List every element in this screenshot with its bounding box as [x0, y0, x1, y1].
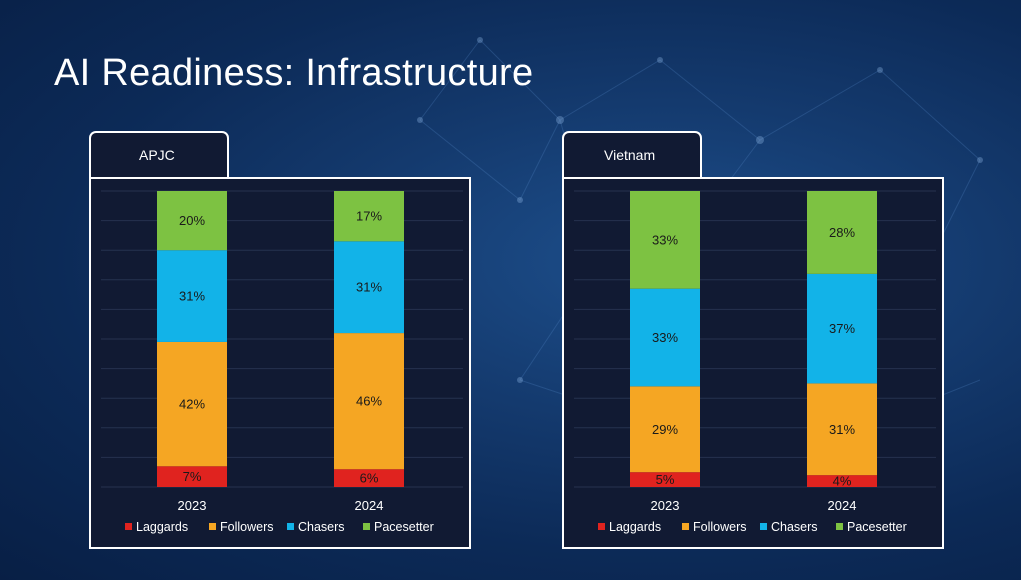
bar-segment-chasers-2023 — [630, 288, 700, 387]
legend-label-followers: Followers — [220, 520, 274, 534]
legend-label-chasers: Chasers — [771, 520, 818, 534]
legend-label-laggards: Laggards — [136, 520, 188, 534]
legend-swatch-pacesetter — [363, 523, 370, 530]
legend-swatch-pacesetter — [836, 523, 843, 530]
data-label-pacesetter-2024: 17% — [356, 209, 382, 224]
legend-label-chasers: Chasers — [298, 520, 345, 534]
bar-segment-followers-2023 — [630, 386, 700, 473]
data-label-chasers-2024: 31% — [356, 280, 382, 295]
bar-segment-pacesetter-2023 — [630, 191, 700, 289]
data-label-followers-2023: 29% — [652, 422, 678, 437]
bar-segment-laggards-2024 — [334, 469, 404, 487]
bar-segment-followers-2024 — [807, 383, 877, 476]
x-tick-label: 2023 — [178, 498, 207, 513]
tab-vietnam: Vietnam — [562, 131, 702, 177]
data-label-pacesetter-2024: 28% — [829, 225, 855, 240]
bar-segment-chasers-2024 — [334, 241, 404, 334]
data-label-chasers-2023: 33% — [652, 330, 678, 345]
data-label-chasers-2023: 31% — [179, 289, 205, 304]
legend-label-followers: Followers — [693, 520, 747, 534]
data-label-chasers-2024: 37% — [829, 321, 855, 336]
chart-apjc: 7% 42% 31% 20% 2023 6% 46% 31% 17% 2024 Laggards Fo… — [101, 190, 463, 534]
data-label-laggards-2023: 7% — [183, 469, 202, 484]
bar-segment-laggards-2024 — [807, 475, 877, 487]
x-tick-label: 2024 — [355, 498, 384, 513]
data-label-laggards-2023: 5% — [656, 472, 675, 487]
legend-label-laggards: Laggards — [609, 520, 661, 534]
x-tick-label: 2023 — [651, 498, 680, 513]
data-label-pacesetter-2023: 20% — [179, 213, 205, 228]
bar-segment-laggards-2023 — [630, 472, 700, 487]
chart-panel-apjc: 7% 42% 31% 20% 2023 6% 46% 31% 17% 2024 Laggards Fo… — [89, 177, 471, 549]
bar-segment-pacesetter-2024 — [807, 191, 877, 274]
bar-segment-chasers-2023 — [157, 250, 227, 342]
bar-segment-followers-2024 — [334, 333, 404, 470]
chart-panel-vietnam: 5% 29% 33% 33% 2023 4% 31% 37% 28% 2024 Laggards Fo… — [562, 177, 944, 549]
legend-swatch-chasers — [760, 523, 767, 530]
data-label-laggards-2024: 6% — [360, 471, 379, 486]
legend-swatch-followers — [682, 523, 689, 530]
legend-label-pacesetter: Pacesetter — [847, 520, 907, 534]
bar-segment-pacesetter-2024 — [334, 191, 404, 242]
legend-swatch-laggards — [598, 523, 605, 530]
bar-segment-chasers-2024 — [807, 273, 877, 384]
bar-segment-pacesetter-2023 — [157, 191, 227, 251]
data-label-followers-2024: 31% — [829, 422, 855, 437]
legend-label-pacesetter: Pacesetter — [374, 520, 434, 534]
bar-segment-laggards-2023 — [157, 466, 227, 487]
legend-swatch-followers — [209, 523, 216, 530]
data-label-followers-2023: 42% — [179, 397, 205, 412]
x-tick-label: 2024 — [828, 498, 857, 513]
bar-segment-followers-2023 — [157, 341, 227, 467]
legend-swatch-chasers — [287, 523, 294, 530]
data-label-followers-2024: 46% — [356, 394, 382, 409]
page-title: AI Readiness: Infrastructure — [54, 52, 534, 94]
chart-vietnam: 5% 29% 33% 33% 2023 4% 31% 37% 28% 2024 Laggards Fo… — [574, 190, 936, 534]
tab-apjc: APJC — [89, 131, 229, 177]
legend-swatch-laggards — [125, 523, 132, 530]
data-label-laggards-2024: 4% — [833, 474, 852, 489]
data-label-pacesetter-2023: 33% — [652, 232, 678, 247]
